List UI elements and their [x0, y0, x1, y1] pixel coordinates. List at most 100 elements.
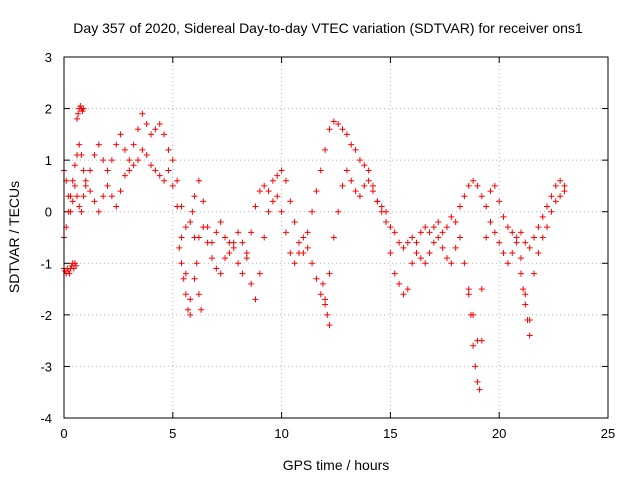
- data-point: [330, 118, 337, 125]
- data-point: [517, 229, 524, 236]
- data-point: [322, 301, 329, 308]
- data-point: [496, 198, 503, 205]
- data-point: [404, 239, 411, 246]
- data-point: [517, 270, 524, 277]
- data-point: [465, 286, 472, 293]
- data-point: [526, 332, 533, 339]
- data-point: [178, 234, 185, 241]
- data-point: [300, 234, 307, 241]
- x-tick-label: 25: [601, 426, 615, 441]
- data-point: [198, 306, 205, 313]
- data-point: [156, 172, 163, 179]
- data-point: [79, 108, 86, 115]
- data-point: [504, 260, 511, 267]
- series-track_d: [176, 208, 533, 393]
- data-point: [187, 296, 194, 303]
- data-point: [76, 141, 83, 148]
- y-tick-label: -3: [40, 359, 52, 374]
- data-point: [487, 219, 494, 226]
- data-point: [476, 386, 483, 393]
- data-point: [548, 193, 555, 200]
- data-point: [80, 193, 87, 200]
- data-point: [69, 198, 76, 205]
- data-point: [117, 131, 124, 138]
- data-point: [126, 157, 133, 164]
- data-point: [291, 219, 298, 226]
- data-point: [282, 177, 289, 184]
- data-point: [430, 239, 437, 246]
- data-point: [287, 249, 294, 256]
- data-point: [176, 244, 183, 251]
- data-point: [496, 239, 503, 246]
- data-point: [443, 224, 450, 231]
- data-point: [326, 126, 333, 133]
- data-point: [500, 213, 507, 220]
- data-point: [391, 270, 398, 277]
- data-point: [483, 234, 490, 241]
- y-tick-label: 0: [45, 205, 52, 220]
- data-point: [369, 188, 376, 195]
- data-point: [387, 249, 394, 256]
- x-tick-label: 20: [492, 426, 506, 441]
- data-point: [522, 291, 529, 298]
- data-point: [465, 291, 472, 298]
- data-point: [339, 126, 346, 133]
- data-point: [343, 167, 350, 174]
- data-point: [400, 291, 407, 298]
- data-point: [383, 219, 390, 226]
- data-point: [544, 224, 551, 231]
- data-point: [269, 177, 276, 184]
- data-point: [539, 234, 546, 241]
- data-point: [417, 255, 424, 262]
- data-point: [156, 121, 163, 128]
- data-point: [491, 229, 498, 236]
- data-point: [130, 162, 137, 169]
- data-point: [378, 203, 385, 210]
- chart-title: Day 357 of 2020, Sidereal Day-to-day VTE…: [73, 20, 583, 36]
- data-point: [239, 239, 246, 246]
- data-point: [404, 286, 411, 293]
- series-track_b: [61, 146, 568, 344]
- y-tick-label: -1: [40, 256, 52, 271]
- y-tick-label: -4: [40, 411, 52, 426]
- data-point: [339, 182, 346, 189]
- data-point: [82, 182, 89, 189]
- data-point: [552, 182, 559, 189]
- data-point: [561, 188, 568, 195]
- data-point: [383, 208, 390, 215]
- data-point: [365, 177, 372, 184]
- data-point: [187, 311, 194, 318]
- data-point: [80, 167, 87, 174]
- data-point: [435, 234, 442, 241]
- data-point: [248, 280, 255, 287]
- data-point: [552, 198, 559, 205]
- data-point: [535, 249, 542, 256]
- data-point: [472, 363, 479, 370]
- data-point: [504, 224, 511, 231]
- data-point: [278, 208, 285, 215]
- data-point: [467, 311, 474, 318]
- data-point: [348, 141, 355, 148]
- data-point: [65, 193, 72, 200]
- data-point: [557, 177, 564, 184]
- y-tick-label: 2: [45, 102, 52, 117]
- data-point: [313, 188, 320, 195]
- data-point: [278, 167, 285, 174]
- data-point: [430, 224, 437, 231]
- data-point: [483, 203, 490, 210]
- x-tick-label: 10: [274, 426, 288, 441]
- data-point: [108, 193, 115, 200]
- data-point: [324, 311, 331, 318]
- data-point: [226, 249, 233, 256]
- x-tick-label: 0: [60, 426, 67, 441]
- data-point: [139, 110, 146, 117]
- data-point: [104, 167, 111, 174]
- data-point: [178, 260, 185, 267]
- data-point: [422, 260, 429, 267]
- axis-ticks: 0 5 10 15 20 25 -4 -3 -2 -1 0 1 2 3: [40, 50, 615, 441]
- data-point: [413, 249, 420, 256]
- data-point: [548, 208, 555, 215]
- data-point: [134, 157, 141, 164]
- data-point: [161, 177, 168, 184]
- data-point: [509, 249, 516, 256]
